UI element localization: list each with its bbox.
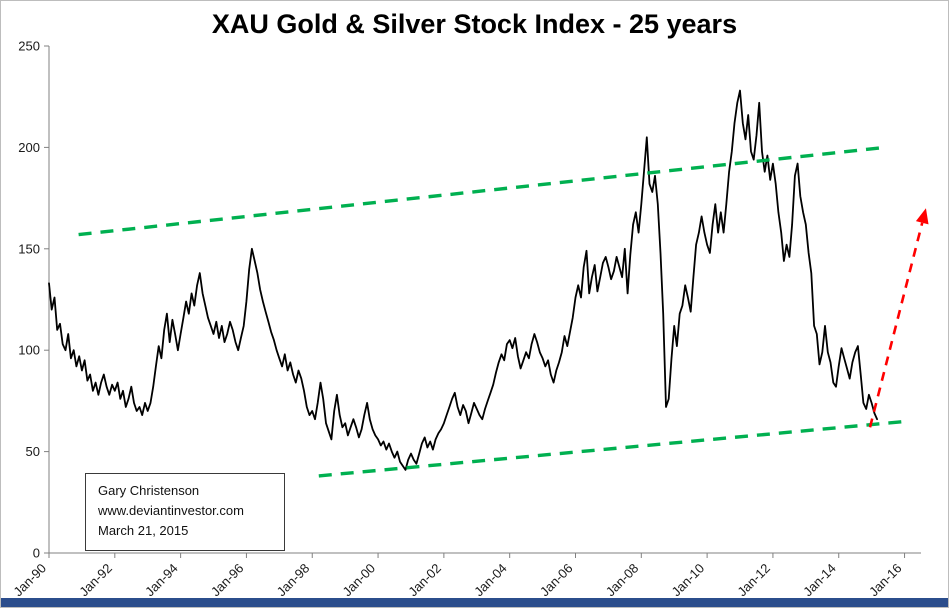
x-tick-label: Jan-10 (669, 561, 708, 600)
chart-title: XAU Gold & Silver Stock Index - 25 years (211, 9, 738, 39)
xau-series-line (48, 89, 878, 471)
annotation-box: Gary Christenson www.deviantinvestor.com… (85, 473, 285, 552)
upper-channel-trendline (78, 145, 885, 237)
y-tick-label: 200 (18, 140, 40, 155)
x-tick-label: Jan-02 (405, 561, 444, 600)
lower-channel-trendline (318, 419, 908, 478)
y-tick-label: 50 (26, 444, 40, 459)
projection-arrowhead (915, 208, 929, 225)
annotation-date: March 21, 2015 (98, 523, 189, 539)
x-tick-label: Jan-14 (800, 561, 839, 600)
annotation-author: Gary Christenson (98, 483, 200, 498)
bottom-blue-strip (1, 598, 948, 607)
y-tick-label: 100 (18, 343, 40, 358)
x-tick-label: Jan-98 (274, 561, 313, 600)
x-tick-label: Jan-96 (208, 561, 247, 600)
y-tick-label: 0 (33, 546, 40, 561)
x-tick-label: Jan-90 (10, 561, 49, 600)
y-tick-label: 150 (18, 241, 40, 256)
x-tick-label: Jan-94 (142, 561, 181, 600)
x-tick-label: Jan-04 (471, 561, 510, 600)
annotation-website: www.deviantinvestor.com (98, 503, 244, 519)
x-tick-label: Jan-00 (339, 561, 378, 600)
x-tick-label: Jan-08 (603, 561, 642, 600)
y-tick-label: 250 (18, 39, 40, 54)
x-tick-label: Jan-12 (734, 561, 773, 600)
x-tick-label: Jan-16 (866, 561, 905, 600)
projection-arrow-line (868, 222, 924, 428)
x-tick-label: Jan-06 (537, 561, 576, 600)
x-tick-label: Jan-92 (76, 561, 115, 600)
